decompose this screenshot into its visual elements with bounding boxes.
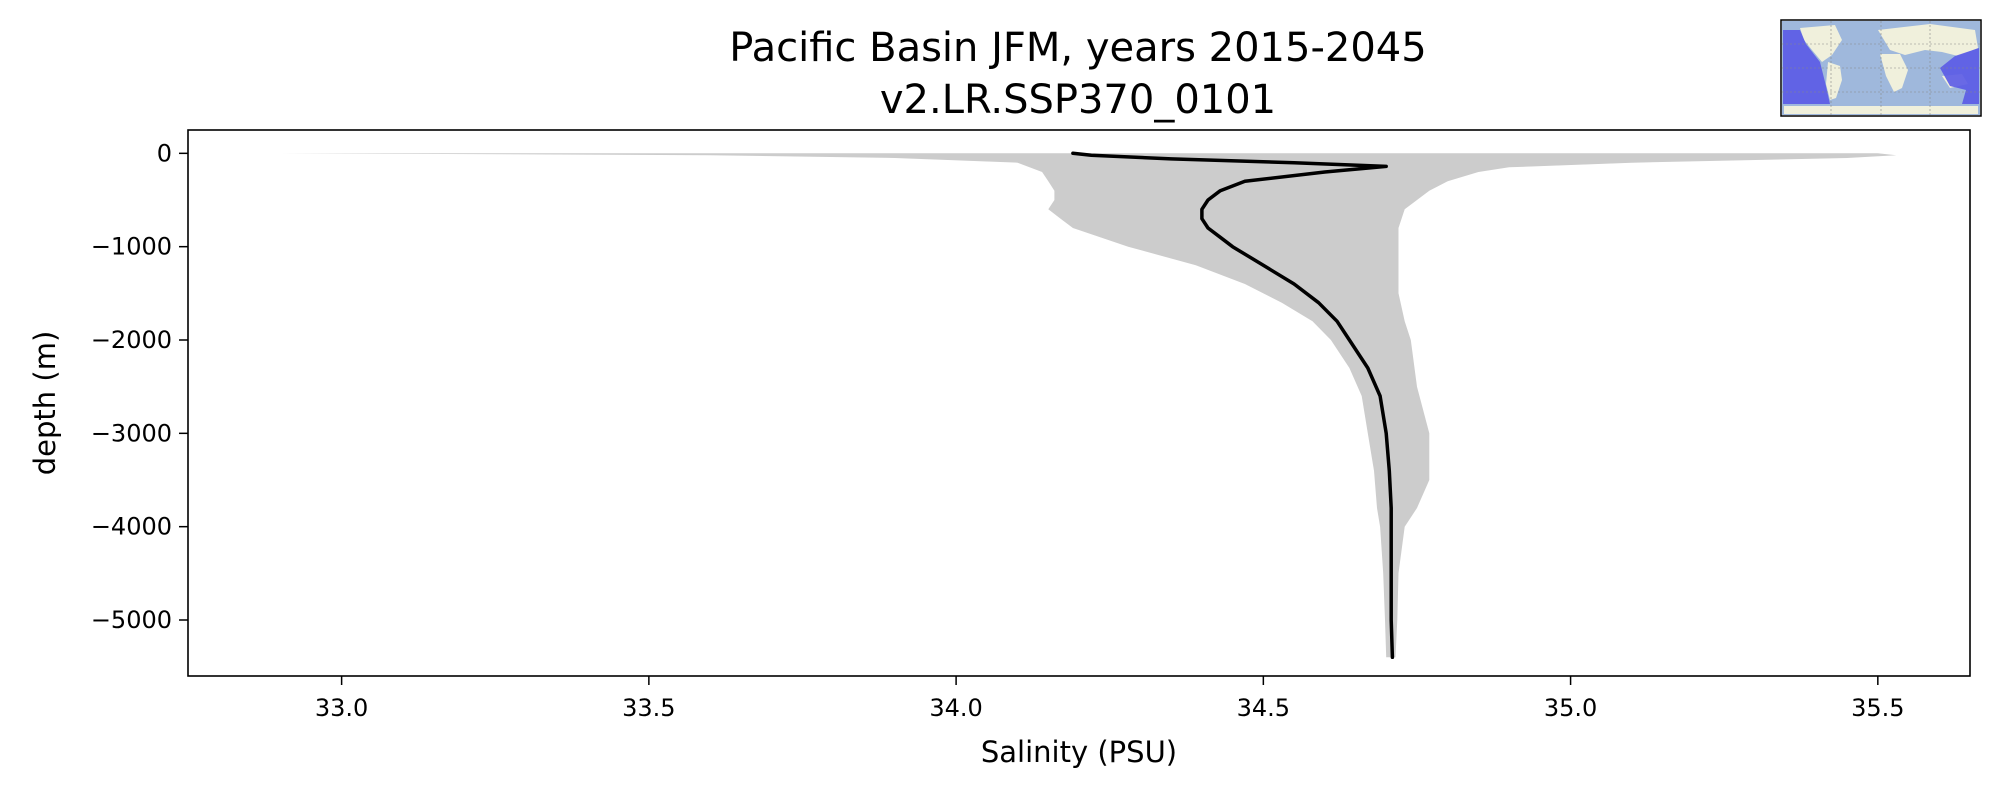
y-tick-label: −3000 xyxy=(91,419,172,447)
y-tick-label: −5000 xyxy=(91,606,172,634)
y-tick-label: 0 xyxy=(157,139,172,167)
inset-map-gridlines xyxy=(1782,21,1980,115)
y-axis: 0 −1000 −2000 −3000 −4000 −5000 xyxy=(91,139,188,634)
x-tick-label: 34.5 xyxy=(1237,694,1290,722)
x-axis-label: Salinity (PSU) xyxy=(981,735,1177,769)
x-tick-label: 35.5 xyxy=(1851,694,1904,722)
x-axis: 33.0 33.5 34.0 34.5 35.0 35.5 xyxy=(315,676,1905,722)
inset-map-pacific-region-east xyxy=(1783,30,1830,104)
x-tick-label: 34.0 xyxy=(929,694,982,722)
plot-frame xyxy=(187,129,1971,677)
x-tick-label: 35.0 xyxy=(1544,694,1597,722)
y-tick-label: −2000 xyxy=(91,326,172,354)
y-tick-label: −1000 xyxy=(91,233,172,261)
y-axis-label: depth (m) xyxy=(28,331,62,476)
inset-map-north-america xyxy=(1800,25,1842,62)
y-tick-label: −4000 xyxy=(91,513,172,541)
region-inset-map xyxy=(1780,19,1982,117)
chart-title: Pacific Basin JFM, years 2015-2045 xyxy=(729,25,1426,71)
salinity-range-band xyxy=(280,153,1897,658)
inset-map-south-america xyxy=(1826,62,1842,100)
chart-subtitle: v2.LR.SSP370_0101 xyxy=(880,77,1276,123)
x-tick-label: 33.5 xyxy=(622,694,675,722)
inset-map-pacific-region-west xyxy=(1940,48,1979,104)
inset-map-africa xyxy=(1880,54,1908,92)
inset-map-eurasia xyxy=(1878,24,1978,56)
plot-area xyxy=(187,129,1971,677)
x-tick-label: 33.0 xyxy=(315,694,368,722)
mean-salinity-line xyxy=(1071,151,1395,660)
